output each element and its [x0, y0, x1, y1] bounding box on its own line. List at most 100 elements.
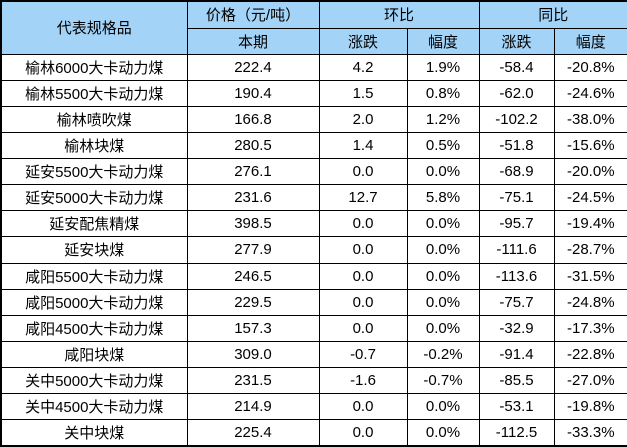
price-cell: 309.0: [186, 340, 320, 369]
mom-rate-cell: -0.7%: [406, 366, 480, 395]
spec-name-cell: 延安5000大卡动力煤: [0, 184, 188, 212]
mom-change-cell: 0.0: [318, 262, 408, 290]
yoy-rate-cell: -17.3%: [553, 314, 627, 342]
mom-change-cell: 2.0: [318, 105, 408, 133]
mom-change-cell: 0.0: [318, 236, 408, 264]
mom-change-cell: 0.0: [318, 157, 408, 186]
price-cell: 225.4: [186, 419, 320, 447]
header-current-period: 本期: [186, 27, 320, 55]
yoy-rate-cell: -20.8%: [553, 53, 627, 81]
yoy-rate-cell: -20.0%: [553, 157, 627, 186]
yoy-change-cell: -53.1: [478, 393, 555, 421]
price-cell: 157.3: [186, 314, 320, 342]
spec-name-cell: 榆林5500大卡动力煤: [0, 79, 188, 107]
price-cell: 222.4: [186, 53, 320, 81]
table-row: 咸阳4500大卡动力煤 157.3 0.0 0.0% -32.9 -17.3%: [0, 314, 627, 342]
price-cell: 229.5: [186, 288, 320, 316]
yoy-change-cell: -51.8: [478, 131, 555, 160]
mom-change-cell: 1.5: [318, 79, 408, 107]
yoy-rate-cell: -24.8%: [553, 288, 627, 316]
mom-change-cell: 0.0: [318, 210, 408, 238]
mom-rate-cell: 0.0%: [406, 210, 480, 238]
mom-change-cell: 1.4: [318, 131, 408, 160]
table-row: 关中4500大卡动力煤 214.9 0.0 0.0% -53.1 -19.8%: [0, 393, 627, 421]
header-mom-change: 涨跌: [318, 27, 408, 55]
mom-rate-cell: -0.2%: [406, 340, 480, 369]
spec-name-cell: 关中块煤: [0, 419, 188, 447]
mom-change-cell: 0.0: [318, 288, 408, 316]
mom-rate-cell: 0.0%: [406, 236, 480, 264]
spec-name-cell: 咸阳4500大卡动力煤: [0, 314, 188, 342]
mom-rate-cell: 0.0%: [406, 314, 480, 342]
mom-rate-cell: 1.9%: [406, 53, 480, 81]
table-header: 代表规格品 价格（元/吨） 环比 同比 本期 涨跌 幅度 涨跌 幅度: [0, 0, 627, 55]
table-row: 榆林5500大卡动力煤 190.4 1.5 0.8% -62.0 -24.6%: [0, 79, 627, 107]
table-body: 榆林6000大卡动力煤 222.4 4.2 1.9% -58.4 -20.8% …: [0, 53, 627, 447]
yoy-rate-cell: -22.8%: [553, 340, 627, 369]
yoy-change-cell: -102.2: [478, 105, 555, 133]
header-mom-group: 环比: [318, 0, 480, 29]
yoy-change-cell: -68.9: [478, 157, 555, 186]
price-cell: 190.4: [186, 79, 320, 107]
table-row: 关中5000大卡动力煤 231.5 -1.6 -0.7% -85.5 -27.0…: [0, 366, 627, 395]
table-row: 延安配焦精煤 398.5 0.0 0.0% -95.7 -19.4%: [0, 210, 627, 238]
spec-name-cell: 关中5000大卡动力煤: [0, 366, 188, 395]
table-row: 榆林块煤 280.5 1.4 0.5% -51.8 -15.6%: [0, 131, 627, 160]
price-cell: 277.9: [186, 236, 320, 264]
yoy-rate-cell: -33.3%: [553, 419, 627, 447]
header-yoy-rate: 幅度: [553, 27, 627, 55]
spec-name-cell: 咸阳块煤: [0, 340, 188, 369]
mom-rate-cell: 0.0%: [406, 157, 480, 186]
mom-rate-cell: 5.8%: [406, 184, 480, 212]
price-cell: 214.9: [186, 393, 320, 421]
price-cell: 398.5: [186, 210, 320, 238]
mom-change-cell: 0.0: [318, 314, 408, 342]
table-row: 咸阳5000大卡动力煤 229.5 0.0 0.0% -75.7 -24.8%: [0, 288, 627, 316]
table-row: 延安块煤 277.9 0.0 0.0% -111.6 -28.7%: [0, 236, 627, 264]
spec-name-cell: 榆林块煤: [0, 131, 188, 160]
mom-change-cell: 0.0: [318, 393, 408, 421]
yoy-rate-cell: -19.4%: [553, 210, 627, 238]
table-row: 咸阳块煤 309.0 -0.7 -0.2% -91.4 -22.8%: [0, 340, 627, 369]
mom-change-cell: 12.7: [318, 184, 408, 212]
yoy-change-cell: -58.4: [478, 53, 555, 81]
price-cell: 231.5: [186, 366, 320, 395]
table-row: 榆林喷吹煤 166.8 2.0 1.2% -102.2 -38.0%: [0, 105, 627, 133]
spec-name-cell: 榆林6000大卡动力煤: [0, 53, 188, 81]
yoy-change-cell: -111.6: [478, 236, 555, 264]
yoy-change-cell: -112.5: [478, 419, 555, 447]
table-row: 咸阳5500大卡动力煤 246.5 0.0 0.0% -113.6 -31.5%: [0, 262, 627, 290]
yoy-change-cell: -75.1: [478, 184, 555, 212]
spec-name-cell: 咸阳5500大卡动力煤: [0, 262, 188, 290]
yoy-change-cell: -95.7: [478, 210, 555, 238]
table-row: 关中块煤 225.4 0.0 0.0% -112.5 -33.3%: [0, 419, 627, 447]
mom-change-cell: 0.0: [318, 419, 408, 447]
price-cell: 276.1: [186, 157, 320, 186]
yoy-rate-cell: -28.7%: [553, 236, 627, 264]
mom-rate-cell: 0.0%: [406, 262, 480, 290]
header-yoy-change: 涨跌: [478, 27, 555, 55]
spec-name-cell: 榆林喷吹煤: [0, 105, 188, 133]
table-row: 延安5000大卡动力煤 231.6 12.7 5.8% -75.1 -24.5%: [0, 184, 627, 212]
price-cell: 231.6: [186, 184, 320, 212]
mom-change-cell: -1.6: [318, 366, 408, 395]
spec-name-cell: 关中4500大卡动力煤: [0, 393, 188, 421]
mom-rate-cell: 0.0%: [406, 419, 480, 447]
yoy-change-cell: -32.9: [478, 314, 555, 342]
mom-rate-cell: 0.5%: [406, 131, 480, 160]
spec-name-cell: 延安5500大卡动力煤: [0, 157, 188, 186]
header-spec-item: 代表规格品: [0, 0, 188, 55]
spec-name-cell: 延安块煤: [0, 236, 188, 264]
price-cell: 246.5: [186, 262, 320, 290]
yoy-rate-cell: -19.8%: [553, 393, 627, 421]
header-price-group: 价格（元/吨）: [186, 0, 320, 29]
yoy-rate-cell: -31.5%: [553, 262, 627, 290]
price-cell: 166.8: [186, 105, 320, 133]
header-yoy-group: 同比: [478, 0, 627, 29]
table-row: 延安5500大卡动力煤 276.1 0.0 0.0% -68.9 -20.0%: [0, 157, 627, 186]
yoy-change-cell: -75.7: [478, 288, 555, 316]
mom-change-cell: 4.2: [318, 53, 408, 81]
mom-rate-cell: 0.8%: [406, 79, 480, 107]
